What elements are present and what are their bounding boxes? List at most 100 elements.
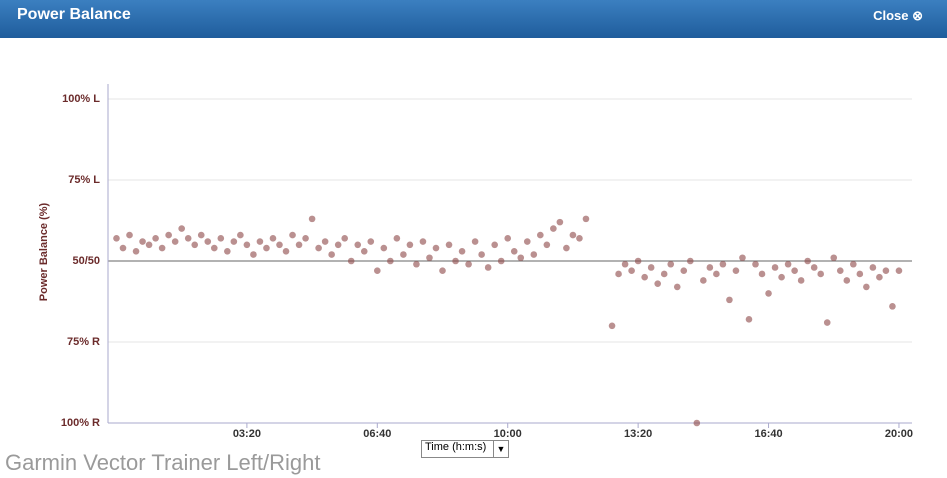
point (810, 264, 818, 271)
point (739, 254, 746, 262)
point (504, 235, 512, 242)
point (660, 270, 668, 278)
point (165, 231, 172, 239)
point (634, 257, 642, 265)
point (817, 270, 825, 278)
point (543, 241, 551, 249)
point (445, 241, 453, 249)
x-axis-title[interactable]: Time (h:m:s) (425, 441, 487, 453)
point (856, 270, 864, 278)
point (550, 225, 557, 232)
point (432, 244, 440, 252)
close-button[interactable]: Close ⊗ (873, 8, 923, 23)
point (478, 251, 485, 258)
point (308, 215, 316, 223)
point (243, 241, 251, 249)
caption: Garmin Vector Trainer Left/Right (5, 450, 321, 475)
point (843, 277, 851, 284)
point (380, 244, 388, 252)
close-label[interactable]: Close (873, 8, 909, 23)
point (823, 319, 831, 326)
point (569, 231, 577, 239)
point (765, 290, 772, 297)
x-tick-label: 20:00 (885, 428, 913, 440)
point (778, 273, 785, 281)
point (836, 267, 844, 275)
point (178, 225, 185, 232)
point (497, 257, 505, 265)
point (387, 257, 394, 265)
point (197, 231, 205, 239)
point (758, 270, 766, 278)
point (465, 260, 472, 268)
point (321, 238, 329, 245)
y-axis-title: Power Balance (%) (38, 202, 50, 301)
point (713, 270, 720, 278)
point (204, 238, 212, 245)
point (400, 251, 407, 258)
point (452, 257, 459, 265)
point (556, 218, 564, 226)
x-tick-label: 06:40 (363, 428, 391, 440)
point (426, 254, 433, 262)
point (171, 238, 179, 245)
point (673, 283, 681, 291)
point (882, 267, 890, 275)
x-tick-label: 10:00 (494, 428, 522, 440)
point (419, 238, 427, 245)
point (230, 238, 238, 245)
point (334, 241, 342, 249)
point (237, 231, 244, 239)
point (158, 244, 166, 252)
point (250, 251, 257, 258)
point (126, 231, 133, 239)
y-tick-label: 50/50 (72, 255, 100, 267)
point (471, 238, 479, 245)
point (269, 235, 277, 242)
point (523, 238, 531, 245)
point (889, 303, 896, 310)
point (797, 277, 805, 284)
point (341, 235, 349, 242)
chart: Power Balance (%) 100% R 75% R 50/50 75% L 1… (38, 84, 913, 440)
point (360, 247, 368, 255)
point (582, 215, 590, 223)
point (217, 235, 225, 242)
x-tick-label: 16:40 (754, 428, 782, 440)
point (700, 277, 707, 284)
point (876, 273, 883, 281)
y-tick-label: 100% R (61, 417, 100, 429)
point (393, 235, 401, 242)
y-tick-label: 75% L (68, 174, 100, 186)
point (850, 260, 857, 268)
point (530, 251, 538, 258)
point (869, 264, 877, 271)
point (752, 260, 759, 268)
point (119, 244, 127, 252)
point (791, 267, 798, 275)
point (289, 231, 296, 239)
point (347, 257, 355, 265)
point (315, 244, 322, 252)
point (641, 273, 648, 281)
point (367, 238, 375, 245)
point (804, 257, 811, 265)
point (647, 264, 655, 271)
header: Power Balance Close ⊗ (0, 0, 947, 38)
x-tick-label: 03:20 (233, 428, 261, 440)
point (719, 260, 727, 268)
point (863, 283, 870, 291)
point (732, 267, 740, 275)
x-axis-select[interactable]: Time (h:m:s) ▼ (421, 440, 509, 458)
point (374, 267, 381, 275)
point (145, 241, 153, 249)
point (113, 235, 120, 242)
point (276, 241, 283, 249)
point (224, 247, 231, 255)
point (282, 247, 290, 255)
point (784, 260, 792, 268)
point (302, 235, 309, 242)
point (667, 260, 675, 268)
point (139, 238, 146, 245)
